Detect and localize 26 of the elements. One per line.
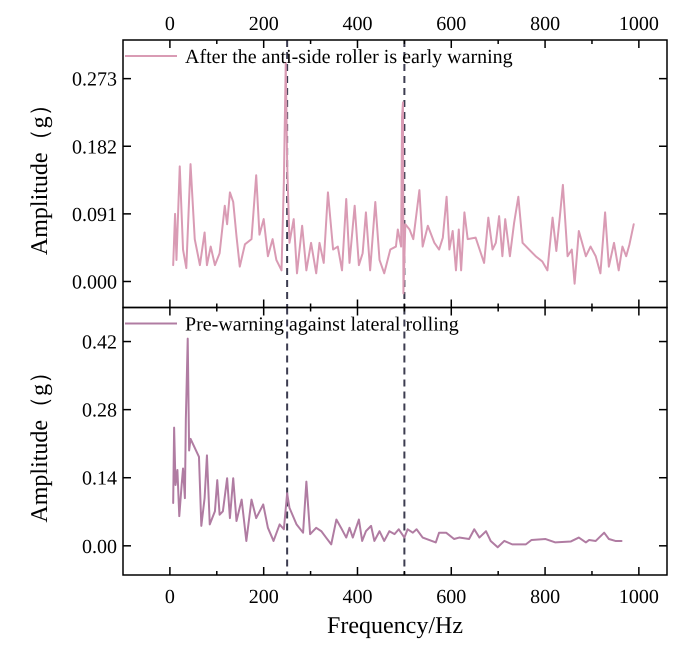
- y-axis-title: Amplitude（g）: [27, 360, 53, 523]
- x-tick-label: 200: [248, 586, 279, 608]
- y-tick-label: 0.182: [72, 136, 117, 158]
- x2-tick-label: 200: [248, 13, 279, 35]
- y-tick-label: 0.273: [72, 68, 117, 91]
- x2-tick-label: 800: [530, 13, 560, 35]
- line-series: [172, 338, 623, 548]
- x-tick-label: 800: [530, 586, 560, 608]
- x2-tick-label: 400: [342, 13, 372, 35]
- x-tick-label: 400: [342, 586, 372, 608]
- y-tick-label: 0.091: [72, 204, 117, 226]
- x2-tick-label: 0: [164, 13, 175, 35]
- x2-tick-label: 600: [436, 13, 466, 35]
- x-tick-label: 0: [164, 586, 175, 608]
- y-tick-label: 0.42: [82, 332, 117, 354]
- y-axis-title: Amplitude（g）: [27, 92, 53, 256]
- x-tick-label: 600: [436, 586, 466, 608]
- y-tick-label: 0.14: [82, 468, 117, 490]
- y-tick-label: 0.00: [82, 536, 117, 558]
- y-tick-label: 0.28: [82, 400, 117, 422]
- legend-label: Pre-warning against lateral rolling: [185, 314, 459, 336]
- x2-tick-label: 1000: [618, 13, 659, 35]
- x-tick-label: 1000: [618, 586, 659, 608]
- y-tick-label: 0.000: [72, 271, 117, 294]
- x-axis-title: Frequency/Hz: [327, 613, 463, 639]
- legend-label: After the anti-side roller is early warning: [185, 46, 513, 68]
